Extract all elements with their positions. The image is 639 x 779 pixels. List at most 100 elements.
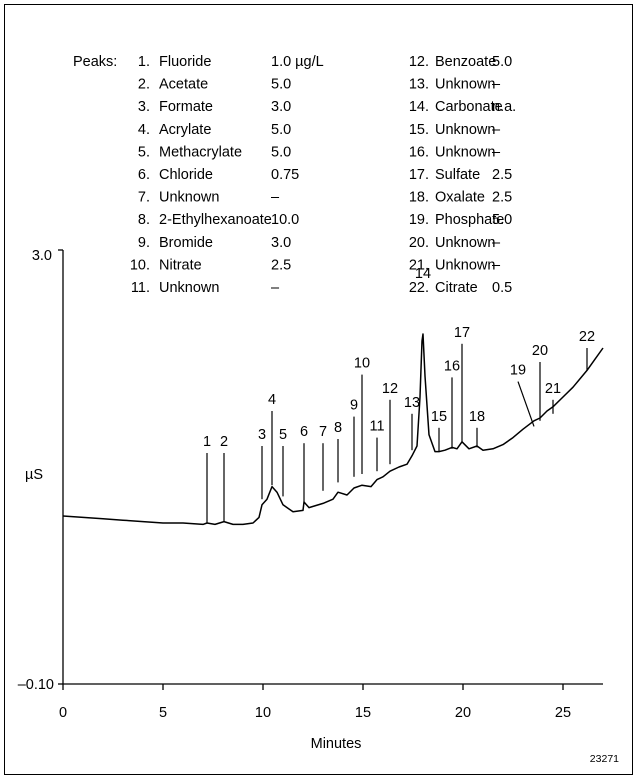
x-axis-label: Minutes [311,736,362,752]
x-tick-label: 15 [355,705,371,721]
legend-peak-number: 21. [409,257,429,273]
peak-number-label: 1 [203,434,211,450]
peak-number-label: 14 [415,266,431,282]
legend-peak-name: Unknown [435,77,495,93]
legend-peak-name: Acrylate [159,122,211,138]
legend-peak-conc: n.a. [492,99,516,115]
peak-number-label: 13 [404,395,420,411]
axes: 3.0 –0.10 0 5 10 15 20 25 µS Minutes [18,248,603,752]
legend-peak-number: 16. [409,144,429,160]
legend-title: Peaks: [73,54,117,70]
peak-number-label: 12 [382,381,398,397]
x-ticks: 0 5 10 15 20 25 [59,684,571,721]
y-tick-label-bottom: –0.10 [18,677,54,693]
legend-peak-name: Sulfate [435,167,480,183]
peak-number-label: 8 [334,420,342,436]
legend-peak-name: Chloride [159,167,213,183]
peak-number-label: 17 [454,325,470,341]
legend-peak-name: Formate [159,99,213,115]
legend-peak-conc: – [492,144,501,160]
y-axis-label: µS [25,467,43,483]
legend-peak-conc: – [492,77,501,93]
peak-number-label: 2 [220,434,228,450]
legend-peak-number: 20. [409,235,429,251]
legend-peak-number: 9. [138,235,150,251]
legend-peak-conc: – [492,257,501,273]
legend-peak-number: 12. [409,54,429,70]
x-tick-label: 0 [59,705,67,721]
legend-peak-name: Citrate [435,280,478,296]
legend-peak-conc: 0.5 [492,280,512,296]
legend-peak-conc: 3.0 [271,99,291,115]
legend-peak-name: Acetate [159,77,208,93]
legend-peak-name: Methacrylate [159,144,242,160]
legend-peak-name: Unknown [435,257,495,273]
legend-peak-number: 19. [409,212,429,228]
legend-peak-conc: 5.0 [271,77,291,93]
legend-peak-name: Nitrate [159,257,202,273]
legend-peak-number: 15. [409,122,429,138]
peak-number-label: 10 [354,356,370,372]
peak-number-label: 9 [350,398,358,414]
legend-peak-number: 7. [138,190,150,206]
peak-number-label: 15 [431,409,447,425]
legend-peak-name: Bromide [159,235,213,251]
legend-peak-number: 10. [130,257,150,273]
x-tick-label: 20 [455,705,471,721]
legend-peak-number: 11. [131,280,150,296]
legend-peak-number: 18. [409,190,429,206]
legend-peak-conc: – [271,280,280,296]
x-tick-label: 10 [255,705,271,721]
legend-peak-name: Fluoride [159,54,211,70]
legend-peak-name: Oxalate [435,190,485,206]
legend-peak-name: Unknown [435,122,495,138]
peak-number-label: 7 [319,424,327,440]
legend-peak-conc: 10.0 [271,212,299,228]
legend-peak-conc: 5.0 [492,54,512,70]
legend-peak-conc: 3.0 [271,235,291,251]
peak-number-label: 18 [469,409,485,425]
legend-peak-conc: 2.5 [492,167,512,183]
legend-peak-number: 6. [138,167,150,183]
legend-peak-conc: – [492,122,501,138]
peak-number-label: 22 [579,329,595,345]
legend-peak-conc: 5.0 [271,144,291,160]
peak-number-label: 11 [369,419,384,435]
legend-peak-name: Carbonate [435,99,503,115]
legend-column-left: 1. Fluoride 1.0 µg/L 2. Acetate 5.0 3. Formate 3… [130,54,324,296]
legend-peak-number: 13. [409,77,429,93]
legend-peak-conc: 1.0 µg/L [271,54,324,70]
legend-peak-conc: 0.75 [271,167,299,183]
peak-number-label: 21 [545,381,561,397]
legend-peak-name: Unknown [435,144,495,160]
legend-peak-name: Phosphate [435,212,504,228]
chromatogram-trace [62,333,604,526]
peak-number-label: 6 [300,424,308,440]
legend-peak-number: 3. [138,99,150,115]
legend-peak-number: 17. [409,167,429,183]
legend-peak-name: Unknown [435,235,495,251]
peak-number-label: 19 [510,363,526,379]
legend-peak-conc: 5.0 [271,122,291,138]
legend-peak-conc: 2.5 [271,257,291,273]
legend-peak-number: 4. [138,122,150,138]
legend-peak-name: Unknown [159,190,219,206]
legend-peak-conc: – [492,235,501,251]
legend-peak-number: 22. [409,280,429,296]
legend-peak-conc: 2.5 [492,190,512,206]
x-tick-label: 5 [159,705,167,721]
figure-frame [4,4,633,775]
figure-id: 23271 [590,753,619,765]
x-tick-label: 25 [555,705,571,721]
peak-legend: Peaks: 1. Fluoride 1.0 µg/L 2. Acetate 5.0 3. F… [73,54,516,296]
legend-peak-number: 1. [138,54,150,70]
legend-peak-conc: 5.0 [492,212,512,228]
peak-marker-line [517,381,535,427]
legend-peak-name: Benzoate [435,54,496,70]
legend-peak-conc: – [271,190,280,206]
legend-peak-name: 2-Ethylhexanoate [159,212,272,228]
peak-number-label: 3 [258,427,266,443]
